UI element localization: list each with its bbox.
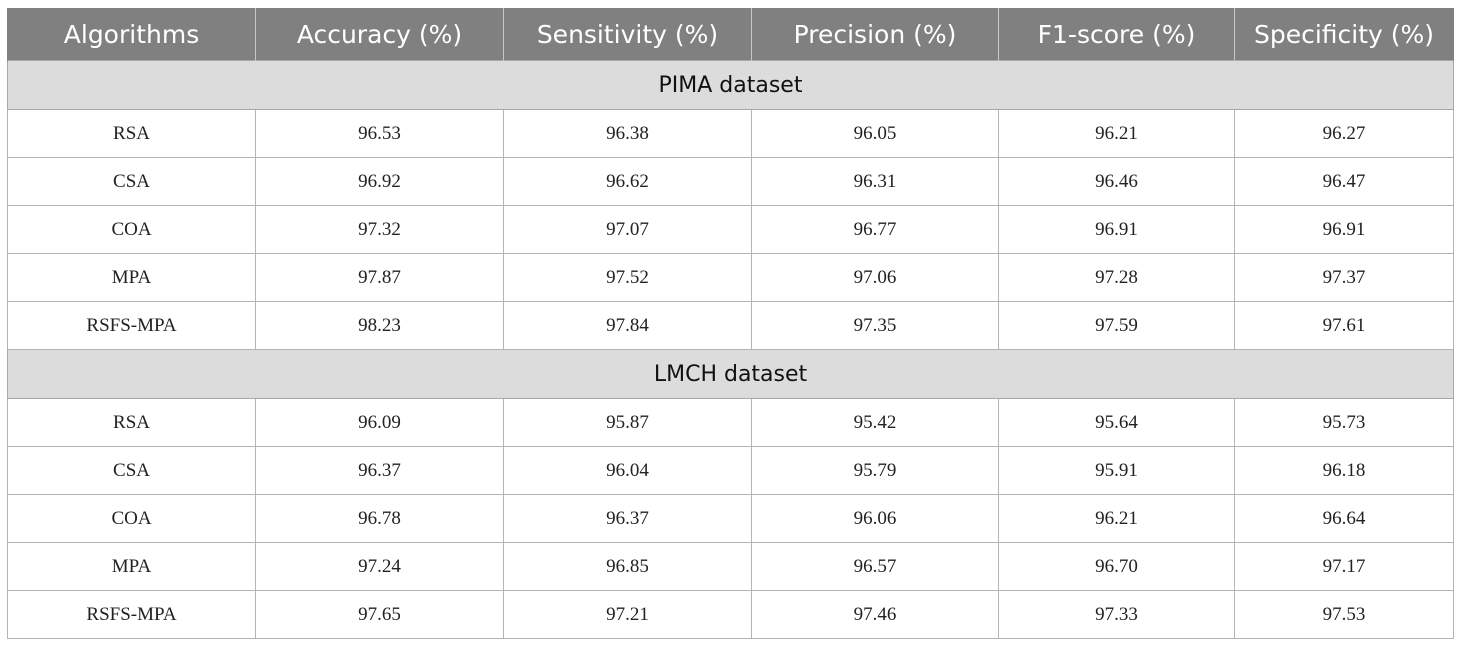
sensitivity-cell: 96.04 <box>503 446 752 495</box>
f1-score-cell: 96.91 <box>998 205 1235 254</box>
precision-cell: 97.06 <box>751 253 999 302</box>
precision-cell: 96.31 <box>751 157 999 206</box>
f1-score-cell: 95.64 <box>998 398 1235 447</box>
header-precision: Precision (%) <box>751 8 999 61</box>
sensitivity-cell: 97.52 <box>503 253 752 302</box>
sensitivity-cell: 96.37 <box>503 494 752 543</box>
sensitivity-cell: 96.85 <box>503 542 752 591</box>
precision-cell: 96.57 <box>751 542 999 591</box>
accuracy-cell: 96.53 <box>255 109 504 158</box>
specificity-cell: 96.91 <box>1234 205 1454 254</box>
accuracy-cell: 98.23 <box>255 301 504 350</box>
table-row: MPA 97.24 96.85 96.57 96.70 97.17 <box>7 542 1454 591</box>
section-header-row: PIMA dataset <box>7 60 1454 110</box>
header-specificity: Specificity (%) <box>1234 8 1454 61</box>
results-table-container: Algorithms Accuracy (%) Sensitivity (%) … <box>7 8 1454 639</box>
accuracy-cell: 96.37 <box>255 446 504 495</box>
algorithm-cell: MPA <box>7 253 256 302</box>
header-sensitivity: Sensitivity (%) <box>503 8 752 61</box>
specificity-cell: 96.47 <box>1234 157 1454 206</box>
algorithm-cell: CSA <box>7 157 256 206</box>
algorithm-cell: RSFS-MPA <box>7 590 256 639</box>
accuracy-cell: 97.65 <box>255 590 504 639</box>
sensitivity-cell: 95.87 <box>503 398 752 447</box>
header-f1-score: F1-score (%) <box>998 8 1235 61</box>
header-accuracy: Accuracy (%) <box>255 8 504 61</box>
specificity-cell: 96.18 <box>1234 446 1454 495</box>
lmch-section: LMCH dataset RSA 96.09 95.87 95.42 95.64 95.73… <box>7 349 1454 639</box>
algorithm-cell: RSA <box>7 398 256 447</box>
results-table: Algorithms Accuracy (%) Sensitivity (%) … <box>7 8 1454 639</box>
precision-cell: 96.05 <box>751 109 999 158</box>
accuracy-cell: 96.09 <box>255 398 504 447</box>
table-row: RSFS-MPA 98.23 97.84 97.35 97.59 97.61 <box>7 301 1454 350</box>
accuracy-cell: 97.87 <box>255 253 504 302</box>
sensitivity-cell: 97.21 <box>503 590 752 639</box>
table-row: RSA 96.53 96.38 96.05 96.21 96.27 <box>7 109 1454 158</box>
specificity-cell: 97.17 <box>1234 542 1454 591</box>
accuracy-cell: 97.24 <box>255 542 504 591</box>
f1-score-cell: 95.91 <box>998 446 1235 495</box>
section-header-row: LMCH dataset <box>7 349 1454 399</box>
table-row: MPA 97.87 97.52 97.06 97.28 97.37 <box>7 253 1454 302</box>
f1-score-cell: 97.59 <box>998 301 1235 350</box>
specificity-cell: 97.53 <box>1234 590 1454 639</box>
header-algorithms: Algorithms <box>7 8 256 61</box>
accuracy-cell: 97.32 <box>255 205 504 254</box>
sensitivity-cell: 97.84 <box>503 301 752 350</box>
algorithm-cell: RSA <box>7 109 256 158</box>
table-row: RSFS-MPA 97.65 97.21 97.46 97.33 97.53 <box>7 590 1454 639</box>
f1-score-cell: 96.46 <box>998 157 1235 206</box>
accuracy-cell: 96.78 <box>255 494 504 543</box>
table-row: RSA 96.09 95.87 95.42 95.64 95.73 <box>7 398 1454 447</box>
lmch-dataset-label: LMCH dataset <box>7 349 1454 399</box>
sensitivity-cell: 96.62 <box>503 157 752 206</box>
f1-score-cell: 96.21 <box>998 109 1235 158</box>
table-row: CSA 96.92 96.62 96.31 96.46 96.47 <box>7 157 1454 206</box>
table-row: COA 96.78 96.37 96.06 96.21 96.64 <box>7 494 1454 543</box>
specificity-cell: 97.37 <box>1234 253 1454 302</box>
algorithm-cell: COA <box>7 205 256 254</box>
specificity-cell: 97.61 <box>1234 301 1454 350</box>
pima-section: PIMA dataset RSA 96.53 96.38 96.05 96.21 96.27… <box>7 60 1454 350</box>
specificity-cell: 96.27 <box>1234 109 1454 158</box>
precision-cell: 95.79 <box>751 446 999 495</box>
table-header: Algorithms Accuracy (%) Sensitivity (%) … <box>7 8 1454 61</box>
pima-dataset-label: PIMA dataset <box>7 60 1454 110</box>
f1-score-cell: 96.21 <box>998 494 1235 543</box>
sensitivity-cell: 97.07 <box>503 205 752 254</box>
table-row: COA 97.32 97.07 96.77 96.91 96.91 <box>7 205 1454 254</box>
table-row: CSA 96.37 96.04 95.79 95.91 96.18 <box>7 446 1454 495</box>
algorithm-cell: COA <box>7 494 256 543</box>
f1-score-cell: 96.70 <box>998 542 1235 591</box>
precision-cell: 95.42 <box>751 398 999 447</box>
precision-cell: 97.46 <box>751 590 999 639</box>
precision-cell: 96.77 <box>751 205 999 254</box>
algorithm-cell: RSFS-MPA <box>7 301 256 350</box>
algorithm-cell: MPA <box>7 542 256 591</box>
specificity-cell: 96.64 <box>1234 494 1454 543</box>
algorithm-cell: CSA <box>7 446 256 495</box>
precision-cell: 96.06 <box>751 494 999 543</box>
accuracy-cell: 96.92 <box>255 157 504 206</box>
header-row: Algorithms Accuracy (%) Sensitivity (%) … <box>7 8 1454 61</box>
f1-score-cell: 97.33 <box>998 590 1235 639</box>
specificity-cell: 95.73 <box>1234 398 1454 447</box>
precision-cell: 97.35 <box>751 301 999 350</box>
f1-score-cell: 97.28 <box>998 253 1235 302</box>
sensitivity-cell: 96.38 <box>503 109 752 158</box>
